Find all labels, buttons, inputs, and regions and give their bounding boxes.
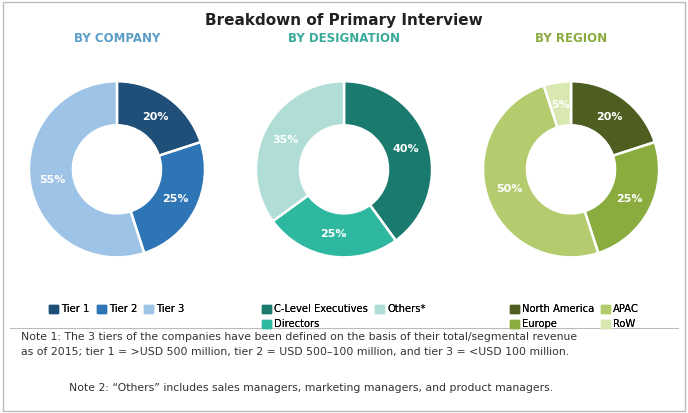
Legend: C-Level Executives, Directors, Others*: C-Level Executives, Directors, Others* [258,300,430,333]
Title: BY COMPANY: BY COMPANY [74,32,160,45]
Title: BY REGION: BY REGION [535,32,607,45]
Wedge shape [544,81,571,128]
Wedge shape [29,81,144,257]
Text: 40%: 40% [393,144,419,154]
Wedge shape [131,142,205,253]
Text: Note 1: The 3 tiers of the companies have been defined on the basis of their tot: Note 1: The 3 tiers of the companies hav… [21,332,577,357]
Wedge shape [256,81,344,221]
Wedge shape [272,195,396,257]
Title: BY DESIGNATION: BY DESIGNATION [288,32,400,45]
Wedge shape [571,81,655,156]
Circle shape [73,125,161,214]
Text: 25%: 25% [162,194,189,204]
Text: Note 2: “Others” includes sales managers, marketing managers, and product manage: Note 2: “Others” includes sales managers… [69,383,553,393]
Text: 50%: 50% [496,185,522,195]
Text: 55%: 55% [39,175,66,185]
Circle shape [300,125,388,214]
Text: 20%: 20% [142,112,169,121]
Text: 20%: 20% [596,112,623,121]
Text: 35%: 35% [272,135,299,145]
Text: Breakdown of Primary Interview: Breakdown of Primary Interview [205,13,483,28]
Text: 25%: 25% [321,229,347,239]
Wedge shape [585,142,659,253]
Wedge shape [117,81,201,156]
Text: 5%: 5% [552,100,570,110]
Text: 25%: 25% [616,194,643,204]
Wedge shape [344,81,432,241]
Legend: Tier 1, Tier 2, Tier 3: Tier 1, Tier 2, Tier 3 [45,300,189,318]
Wedge shape [483,85,599,257]
Legend: North America, Europe, APAC, RoW: North America, Europe, APAC, RoW [506,300,643,333]
Circle shape [527,125,615,214]
